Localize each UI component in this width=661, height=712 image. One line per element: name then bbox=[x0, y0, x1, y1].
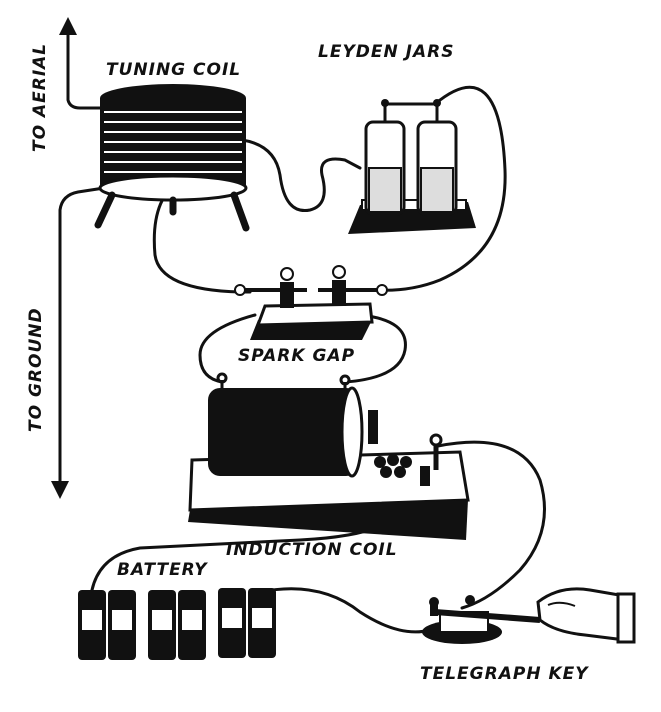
wire-tuning-to-leyden bbox=[240, 138, 362, 213]
wire-sparkgap-to-induction-left bbox=[198, 313, 257, 384]
induction-coil-label: INDUCTION COIL bbox=[226, 540, 398, 560]
telegraph-key-label: TELEGRAPH KEY bbox=[420, 664, 589, 684]
wires bbox=[58, 24, 546, 634]
to-ground-label: TO GROUND bbox=[26, 307, 46, 432]
tuning-coil-label: TUNING COIL bbox=[106, 60, 242, 80]
wire-leyden-to-sparkgap bbox=[373, 85, 507, 292]
wire-sparkgap-to-induction-right bbox=[343, 313, 407, 384]
tuning-coil bbox=[94, 84, 250, 232]
hand-icon bbox=[536, 587, 636, 644]
battery bbox=[78, 588, 276, 660]
telegraph-key bbox=[422, 595, 541, 644]
wire-induction-to-key bbox=[436, 440, 546, 610]
spark-gap bbox=[234, 265, 388, 340]
spark-gap-label: SPARK GAP bbox=[238, 346, 356, 366]
wire-battery-to-key bbox=[258, 587, 432, 634]
to-aerial-label: TO AERIAL bbox=[30, 42, 50, 152]
leyden-jars bbox=[348, 99, 476, 234]
aerial-wire bbox=[66, 24, 106, 110]
ground-wire bbox=[58, 186, 106, 492]
leyden-jars-label: LEYDEN JARS bbox=[318, 42, 455, 62]
battery-label: BATTERY bbox=[117, 560, 208, 580]
induction-coil bbox=[188, 372, 470, 540]
